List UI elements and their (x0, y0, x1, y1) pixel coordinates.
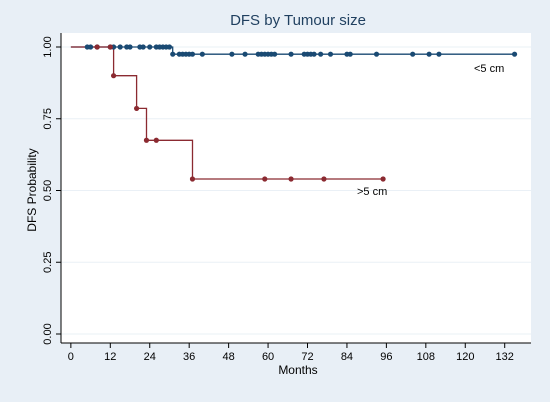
x-tick-label: 60 (262, 351, 274, 363)
axes: 0.00 0.25 0.50 0.75 1.00 0 12 24 36 48 60 72 84 96 108… (42, 33, 531, 363)
y-tick-label: 0.50 (42, 180, 54, 201)
censor-marker (288, 51, 294, 57)
x-tick-label: 0 (68, 351, 74, 363)
x-tick-label: 48 (222, 351, 234, 363)
censor-marker (327, 51, 334, 57)
plot-area (61, 33, 531, 343)
censor-marker (373, 51, 380, 57)
censor-marker (170, 51, 176, 57)
y-tick-label: 1.00 (42, 36, 54, 57)
censor-marker (133, 105, 140, 112)
censor-marker (242, 51, 248, 57)
censor-marker (436, 51, 442, 57)
censor-marker (107, 44, 113, 50)
y-axis-label: DFS Probability (25, 148, 39, 231)
censor-marker (410, 51, 416, 57)
censor-marker (199, 51, 205, 57)
censor-marker (87, 44, 94, 50)
series-label-lt5cm: <5 cm (474, 63, 504, 75)
grid-lines (61, 46, 531, 335)
x-tick-label: 36 (183, 351, 195, 363)
censor-marker (426, 51, 432, 57)
censor-marker (318, 51, 324, 57)
censor-marker (94, 44, 100, 50)
censor-marker (347, 51, 353, 57)
censor-marker (189, 51, 196, 57)
x-tick-label: 132 (496, 351, 514, 363)
y-tick-label: 0.00 (42, 323, 54, 344)
survival-line-1 (70, 46, 384, 180)
y-tick-label: 0.25 (42, 252, 54, 273)
x-tick-label: 84 (341, 351, 353, 363)
censor-marker (272, 51, 278, 57)
chart-title: DFS by Tumour size (230, 12, 366, 29)
censor-marker (117, 44, 123, 50)
censor-marker (229, 51, 235, 57)
x-tick-label: 108 (417, 351, 435, 363)
x-tick-label: 72 (301, 351, 313, 363)
censor-marker (147, 44, 153, 50)
x-tick-label: 96 (380, 351, 392, 363)
x-tick-label: 120 (456, 351, 474, 363)
censor-marker (143, 137, 150, 143)
censor-marker (140, 44, 146, 50)
censor-marker (321, 176, 327, 182)
x-tick-label: 24 (144, 351, 156, 363)
censor-marker (311, 51, 317, 57)
censor-marker (262, 176, 268, 182)
x-tick-label: 12 (104, 351, 116, 363)
censor-marker (110, 73, 117, 79)
censor-marker (511, 51, 518, 57)
censor-marker (288, 176, 294, 182)
censor-markers (84, 44, 518, 182)
y-tick-label: 0.75 (42, 108, 54, 129)
censor-marker (153, 137, 159, 143)
series-label-gt5cm: >5 cm (357, 186, 387, 198)
censor-marker (380, 176, 386, 182)
censor-marker (189, 176, 196, 182)
censor-marker (166, 44, 173, 50)
x-axis-label: Months (278, 363, 317, 377)
censor-marker (127, 44, 133, 50)
